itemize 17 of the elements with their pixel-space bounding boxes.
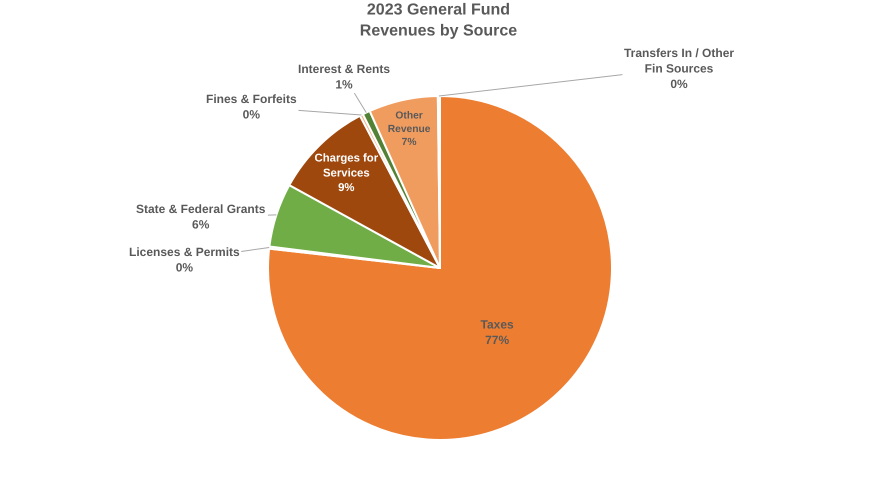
data-label: 6% [192, 218, 210, 232]
slice-label: Other Revenue [388, 110, 431, 135]
slice-label: Fines & Forfeits [206, 92, 298, 106]
chart-title: 2023 General Fund Revenues by Source [360, 1, 518, 40]
slice-label: State & Federal Grants [136, 202, 266, 216]
data-label: 0% [242, 108, 260, 122]
data-label: 7% [402, 137, 417, 148]
data-label: 0% [176, 260, 194, 275]
data-label: 77% [485, 332, 510, 347]
data-label: 0% [670, 77, 688, 92]
slice-label: Interest & Rents [298, 62, 390, 76]
data-label: 1% [335, 78, 354, 92]
slice-label: Charges for Services [314, 152, 379, 180]
slice-label: Licenses & Permits [129, 245, 240, 259]
slice-label: Taxes [480, 317, 514, 332]
slice-label: Transfers In / Other Fin Sources [624, 46, 734, 76]
data-label: 9% [338, 182, 355, 194]
